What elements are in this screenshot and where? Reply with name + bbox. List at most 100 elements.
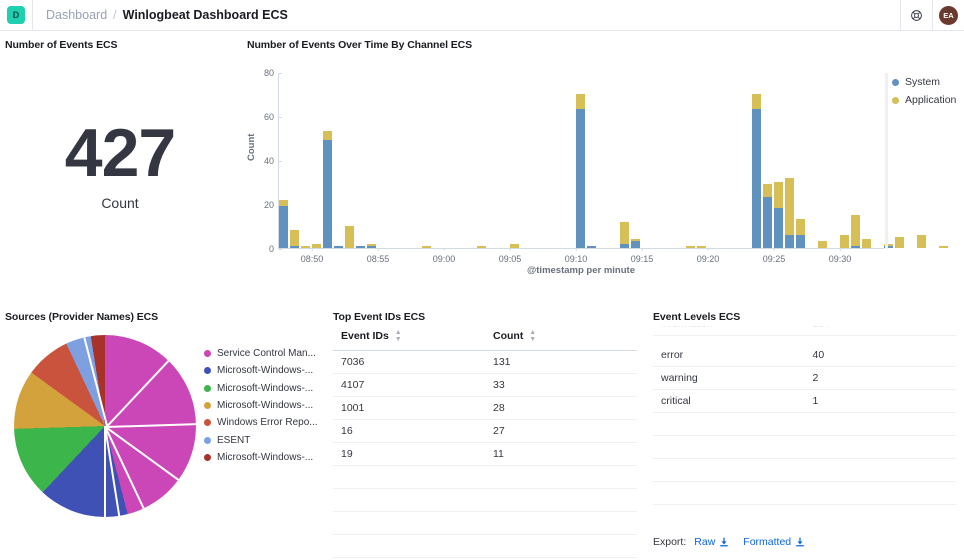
bar[interactable] — [917, 234, 926, 248]
bar[interactable] — [290, 230, 299, 248]
breadcrumb-current[interactable]: Winlogbeat Dashboard ECS — [122, 8, 288, 22]
bar-segment-application — [631, 239, 640, 242]
panel-event-levels: Event Levels ECS information 384 error40… — [645, 311, 964, 560]
table-row[interactable]: information 384 — [653, 326, 956, 336]
bar[interactable] — [785, 177, 794, 248]
bar[interactable] — [576, 94, 585, 248]
cell-label: critical — [653, 389, 805, 413]
cell-empty — [333, 511, 485, 535]
bar[interactable] — [884, 243, 893, 248]
pie-graphic[interactable] — [14, 335, 198, 517]
table-row[interactable]: error 40 — [653, 344, 956, 367]
bar[interactable] — [356, 245, 365, 248]
bar-segment-application — [576, 94, 585, 110]
pie-legend-item[interactable]: Windows Error Repo... — [204, 414, 318, 431]
sort-arrows-icon[interactable]: ▲ ▼ — [394, 329, 402, 343]
bar[interactable] — [752, 94, 761, 248]
cell-empty — [804, 458, 956, 482]
pie-legend-item[interactable]: Service Control Man... — [204, 345, 318, 362]
table-row[interactable]: 7036 131 — [333, 350, 637, 374]
sort-arrows-icon[interactable]: ▲ ▼ — [529, 329, 537, 343]
chart-scroll-edge — [885, 73, 888, 249]
download-icon[interactable] — [795, 537, 805, 547]
bar[interactable] — [895, 237, 904, 248]
bar[interactable] — [851, 215, 860, 248]
bar[interactable] — [620, 221, 629, 248]
cell-label: error — [653, 344, 805, 367]
cell-empty — [485, 488, 637, 512]
legend-color-dot — [892, 96, 899, 104]
pie-legend-item[interactable]: Microsoft-Windows-... — [204, 380, 318, 397]
bar[interactable] — [697, 245, 706, 248]
cell-empty — [333, 557, 485, 560]
bar[interactable] — [345, 226, 354, 248]
column-header-count[interactable]: Count ▲ ▼ — [485, 323, 637, 351]
export-formatted-link[interactable]: Formatted — [743, 536, 792, 548]
table-row-empty — [653, 435, 956, 459]
pie-legend-item[interactable]: ESENT — [204, 431, 318, 448]
panel-top-event-ids: Top Event IDs ECS Event IDs ▲ ▼ Count ▲ ▼ — [325, 311, 645, 560]
metric-value: 427 — [64, 115, 176, 191]
cell-count: 40 — [804, 344, 956, 367]
bar[interactable] — [477, 245, 486, 248]
bar[interactable] — [631, 239, 640, 248]
pie-legend-item[interactable]: Microsoft-Windows-... — [204, 449, 318, 466]
pie-legend-item[interactable]: Microsoft-Windows-... — [204, 397, 318, 414]
bar[interactable] — [301, 245, 310, 248]
bar[interactable] — [939, 245, 948, 248]
bar[interactable] — [796, 219, 805, 248]
app-logo-icon[interactable]: D — [7, 6, 25, 24]
bar[interactable] — [686, 245, 695, 248]
bar[interactable] — [763, 184, 772, 248]
bar-segment-system — [752, 109, 761, 248]
bar[interactable] — [587, 245, 596, 248]
bar[interactable] — [279, 199, 288, 248]
column-header-event-ids[interactable]: Event IDs ▲ ▼ — [333, 323, 485, 351]
bar-segment-application — [510, 243, 519, 248]
legend-color-dot — [892, 78, 899, 86]
bar[interactable] — [312, 243, 321, 248]
pie-legend-label: Microsoft-Windows-... — [217, 382, 314, 394]
download-icon[interactable] — [719, 537, 729, 547]
legend-label: Application — [905, 94, 957, 106]
cell-empty — [653, 435, 805, 459]
bar[interactable] — [840, 234, 849, 248]
legend-item[interactable]: System — [892, 73, 956, 91]
export-row: Export: Raw Formatted — [653, 536, 819, 548]
cell-count: 28 — [485, 396, 637, 420]
table-row[interactable]: 1001 28 — [333, 396, 637, 420]
bar-segment-application — [785, 177, 794, 235]
bar[interactable] — [334, 245, 343, 248]
panel-title-number-of-events: Number of Events ECS — [5, 39, 118, 51]
bar[interactable] — [818, 241, 827, 248]
legend-item[interactable]: Application — [892, 91, 956, 109]
export-raw-link[interactable]: Raw — [694, 536, 716, 548]
table-row[interactable]: 4107 33 — [333, 373, 637, 397]
table-row[interactable]: warning 2 — [653, 366, 956, 390]
pie-legend-color-dot — [204, 384, 211, 392]
panel-number-of-events: Number of Events ECS 427 Count — [0, 39, 240, 301]
bar[interactable] — [510, 243, 519, 248]
table-row[interactable]: 16 27 — [333, 419, 637, 443]
breadcrumb-dashboard[interactable]: Dashboard — [46, 8, 108, 22]
table-row[interactable]: critical 1 — [653, 389, 956, 413]
bar[interactable] — [323, 131, 332, 248]
bar-segment-system — [785, 234, 794, 248]
user-menu-button[interactable]: EA — [932, 0, 964, 31]
y-axis-tick: 60 — [264, 112, 283, 122]
table-row[interactable]: 19 11 — [333, 442, 637, 466]
bar-segment-application — [422, 245, 431, 248]
cell-empty — [653, 458, 805, 482]
pie-legend-item[interactable]: Microsoft-Windows-... — [204, 362, 318, 379]
event-levels-clipped-table: information 384 — [653, 326, 956, 336]
cell-empty — [485, 511, 637, 535]
bar-segment-system — [774, 208, 783, 248]
help-menu-button[interactable] — [900, 0, 932, 31]
cell-empty — [804, 481, 956, 505]
bar[interactable] — [422, 245, 431, 248]
bar[interactable] — [367, 243, 376, 248]
y-axis-tick: 80 — [264, 68, 283, 78]
bar-segment-application — [862, 239, 871, 248]
bar[interactable] — [862, 239, 871, 248]
bar[interactable] — [774, 182, 783, 248]
